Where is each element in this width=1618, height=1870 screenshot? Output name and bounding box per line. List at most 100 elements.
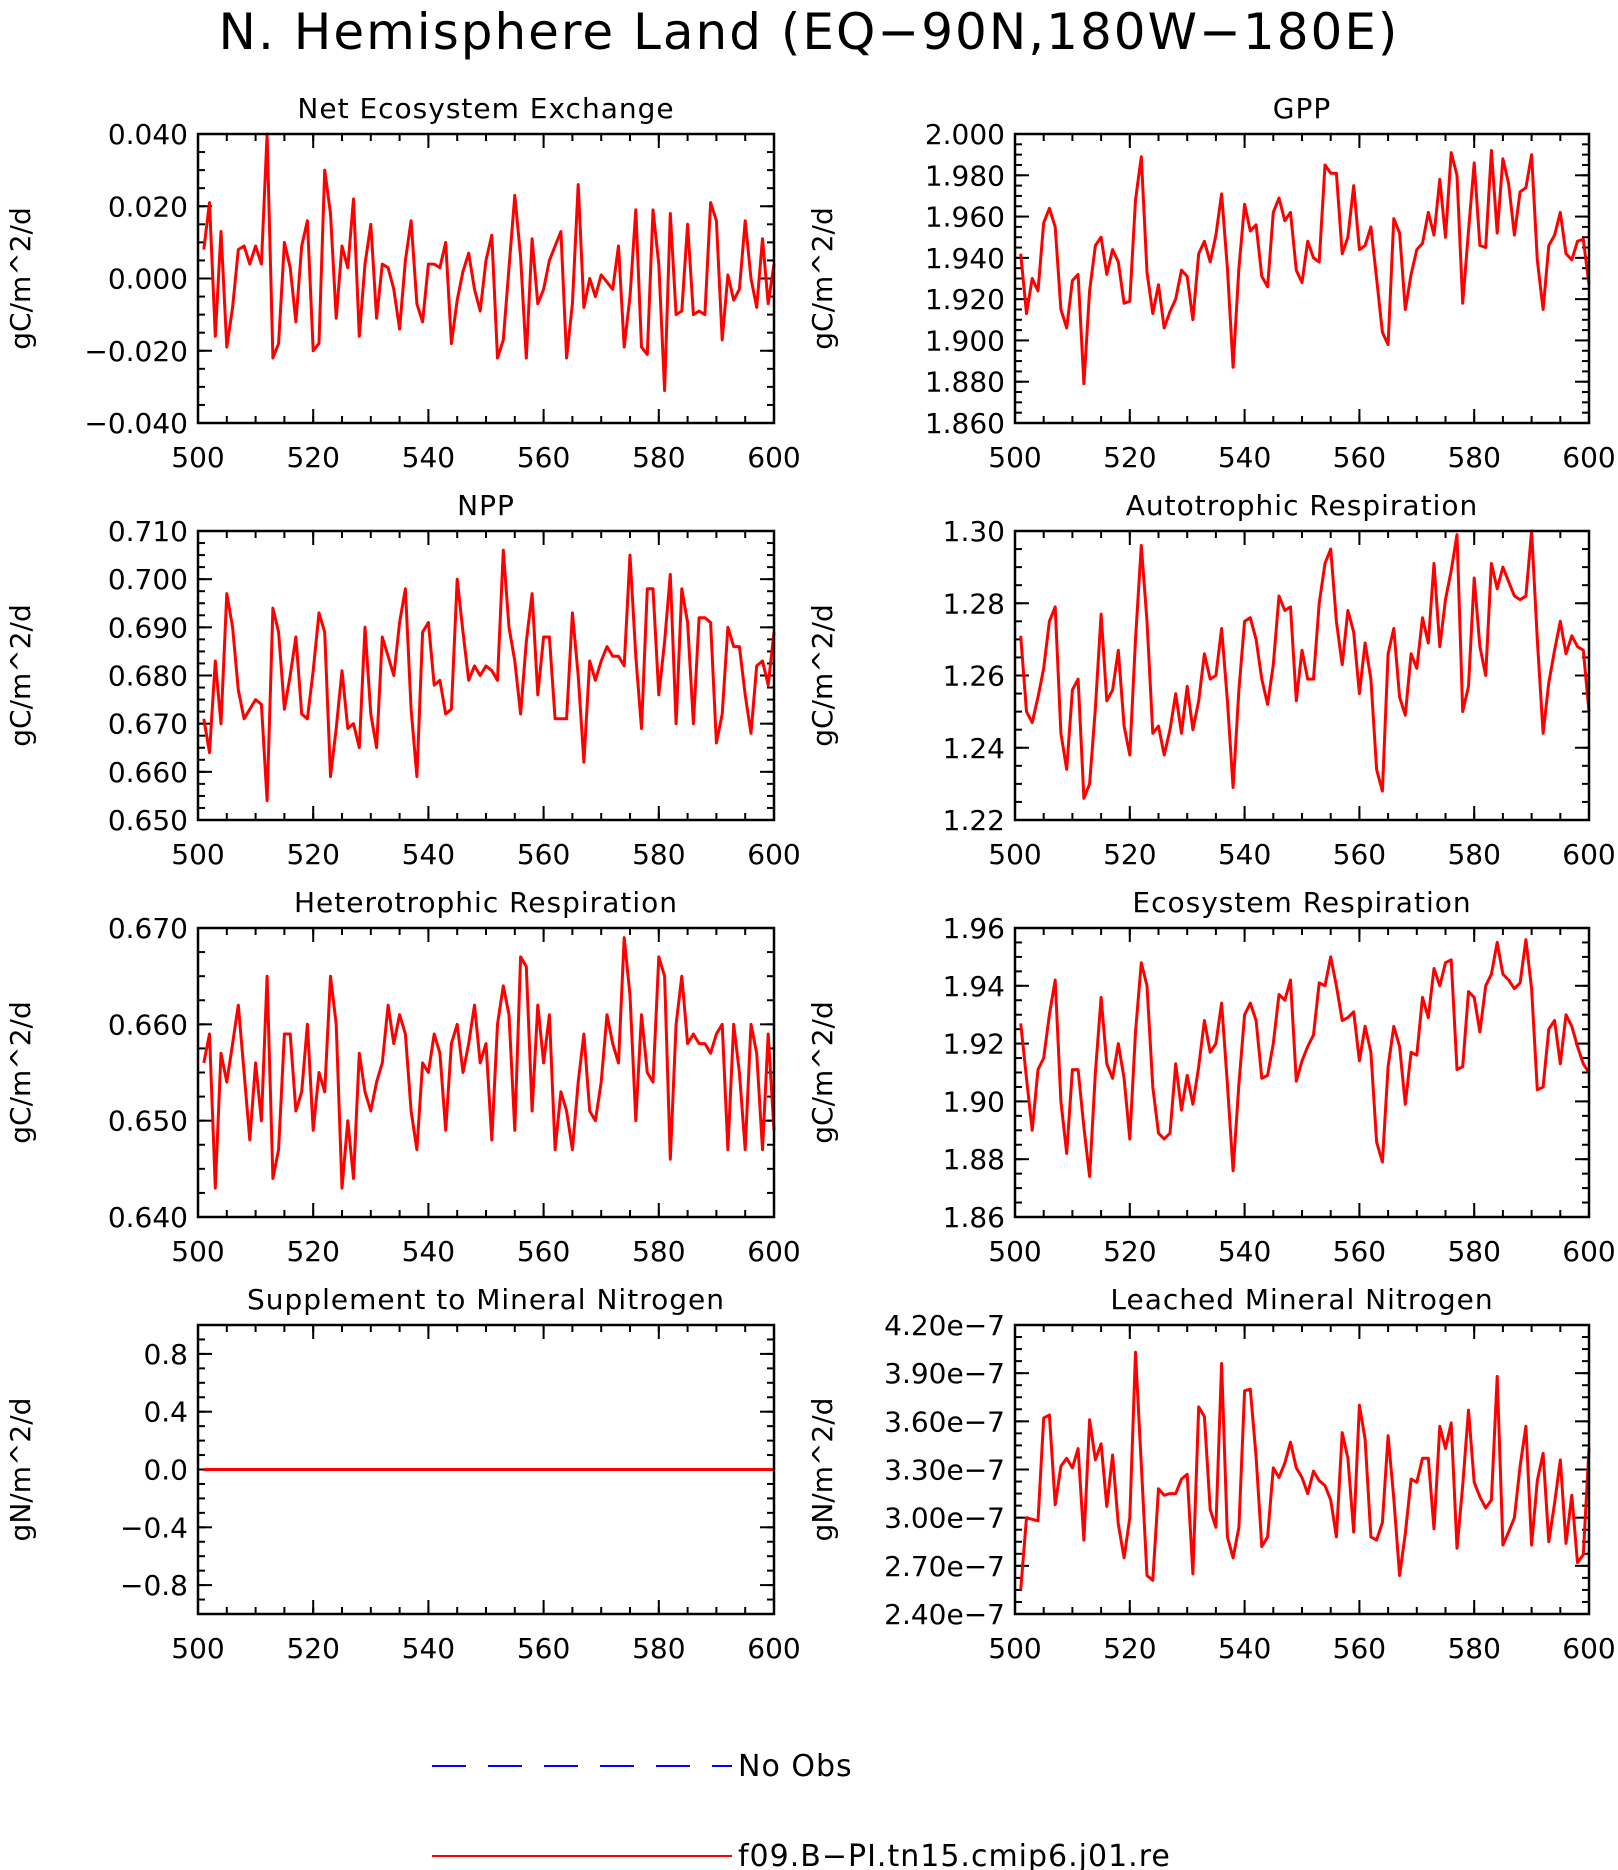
y-tick-label: 1.860 — [925, 407, 1005, 440]
y-tick-label: 0.0 — [143, 1454, 188, 1487]
x-tick-label: 560 — [1333, 441, 1386, 474]
y-tick-label: 0.660 — [108, 1008, 188, 1041]
x-tick-label: 600 — [1562, 838, 1615, 871]
chart-title: Net Ecosystem Exchange — [297, 92, 674, 125]
chart-panel-8: Leached Mineral Nitrogen gN/m^2/d 500 520 54… — [806, 1283, 1616, 1665]
y-tick-label: 0.680 — [108, 660, 188, 693]
y-tick-label: 1.28 — [943, 587, 1005, 620]
x-tick-label: 600 — [747, 1235, 800, 1268]
y-tick-label: 1.920 — [925, 283, 1005, 316]
x-tick-label: 540 — [402, 838, 455, 871]
y-tick-label: 3.30e−7 — [884, 1454, 1005, 1487]
y-tick-label: 1.86 — [943, 1201, 1005, 1234]
y-tick-label: 0.8 — [143, 1338, 188, 1371]
chart-title: NPP — [457, 489, 515, 522]
y-tick-label: 1.92 — [943, 1028, 1005, 1061]
plot-frame — [196, 132, 776, 425]
x-tick-label: 500 — [988, 1632, 1041, 1665]
x-tick-label: 520 — [286, 838, 339, 871]
y-tick-label: 2.70e−7 — [884, 1550, 1005, 1583]
chart-panel-5: Heterotrophic Respiration gC/m^2/d 500 520 5… — [4, 886, 801, 1268]
x-tick-label: 580 — [632, 1632, 685, 1665]
x-tick-label: 540 — [402, 1632, 455, 1665]
x-tick-label: 540 — [1218, 1632, 1271, 1665]
chart-title: Heterotrophic Respiration — [294, 886, 678, 919]
x-tick-label: 520 — [286, 1632, 339, 1665]
plot-frame — [1013, 132, 1591, 425]
x-tick-label: 600 — [747, 441, 800, 474]
x-tick-label: 580 — [1447, 441, 1500, 474]
y-tick-label: 1.940 — [925, 242, 1005, 275]
chart-title: Autotrophic Respiration — [1126, 489, 1478, 522]
y-tick-label: 1.900 — [925, 324, 1005, 357]
y-tick-label: 1.22 — [943, 804, 1005, 837]
x-tick-label: 520 — [1103, 1632, 1156, 1665]
y-tick-label: −0.4 — [120, 1511, 188, 1544]
series-line-1 — [202, 132, 776, 392]
chart-panel-7: Supplement to Mineral Nitrogen gN/m^2/d 50… — [4, 1283, 801, 1665]
y-tick-label: 3.60e−7 — [884, 1405, 1005, 1438]
y-tick-label: 2.000 — [925, 118, 1005, 151]
y-tick-label: 0.700 — [108, 563, 188, 596]
x-tick-label: 600 — [1562, 1235, 1615, 1268]
x-tick-label: 540 — [402, 441, 455, 474]
x-tick-label: 520 — [286, 1235, 339, 1268]
x-tick-label: 520 — [1103, 838, 1156, 871]
plot-frame — [196, 926, 776, 1219]
chart-title: Ecosystem Respiration — [1132, 886, 1471, 919]
y-tick-label: 0.4 — [143, 1396, 188, 1429]
series-line-1 — [1019, 938, 1591, 1178]
chart-panel-3: NPP gC/m^2/d 500 520 540 560 580 600 0.650 0.660 0… — [4, 489, 801, 871]
y-tick-label: 0.650 — [108, 804, 188, 837]
x-tick-label: 560 — [517, 1235, 570, 1268]
x-tick-label: 580 — [1447, 1632, 1500, 1665]
y-tick-label: 1.26 — [943, 660, 1005, 693]
x-tick-label: 520 — [1103, 441, 1156, 474]
x-tick-label: 560 — [517, 1632, 570, 1665]
chart-panel-4: Autotrophic Respiration gC/m^2/d 500 520 540… — [806, 489, 1616, 871]
x-tick-label: 600 — [747, 1632, 800, 1665]
plot-frame — [1013, 926, 1591, 1219]
y-axis-label: gN/m^2/d — [4, 1398, 37, 1542]
y-tick-label: 1.94 — [943, 970, 1005, 1003]
x-tick-label: 580 — [1447, 838, 1500, 871]
chart-panel-2: GPP gC/m^2/d 500 520 540 560 580 600 1.860 1.880 1… — [806, 92, 1616, 474]
y-axis-label: gC/m^2/d — [806, 604, 839, 747]
y-tick-label: −0.020 — [84, 335, 188, 368]
x-tick-label: 580 — [632, 441, 685, 474]
chart-title: GPP — [1273, 92, 1331, 125]
y-tick-label: 0.020 — [108, 190, 188, 223]
y-tick-label: 3.90e−7 — [884, 1357, 1005, 1390]
x-tick-label: 560 — [1333, 1632, 1386, 1665]
y-tick-label: 0.690 — [108, 611, 188, 644]
legend-label: No Obs — [738, 1749, 853, 1784]
x-tick-label: 520 — [286, 441, 339, 474]
y-axis-label: gN/m^2/d — [806, 1398, 839, 1542]
x-tick-label: 540 — [1218, 838, 1271, 871]
x-tick-label: 560 — [517, 838, 570, 871]
series-line-1 — [1019, 1350, 1591, 1591]
x-tick-label: 560 — [517, 441, 570, 474]
y-tick-label: 3.00e−7 — [884, 1502, 1005, 1535]
x-tick-label: 500 — [171, 838, 224, 871]
y-tick-label: 1.24 — [943, 732, 1005, 765]
y-tick-label: 1.980 — [925, 159, 1005, 192]
y-tick-label: 1.30 — [943, 515, 1005, 548]
x-tick-label: 580 — [1447, 1235, 1500, 1268]
x-tick-label: 500 — [988, 441, 1041, 474]
series-line-1 — [1019, 529, 1591, 800]
chart-title: Leached Mineral Nitrogen — [1110, 1283, 1493, 1316]
y-axis-label: gC/m^2/d — [4, 207, 37, 350]
legend-entry-1: No Obs — [432, 1749, 853, 1784]
y-tick-label: 1.96 — [943, 912, 1005, 945]
y-tick-label: 0.710 — [108, 515, 188, 548]
y-tick-label: 1.960 — [925, 201, 1005, 234]
x-tick-label: 600 — [1562, 441, 1615, 474]
y-tick-label: 0.670 — [108, 708, 188, 741]
plot-frame — [196, 529, 776, 822]
y-tick-label: 0.040 — [108, 118, 188, 151]
series-line-1 — [202, 936, 776, 1190]
y-tick-label: 0.660 — [108, 756, 188, 789]
plot-frame — [196, 1323, 776, 1616]
